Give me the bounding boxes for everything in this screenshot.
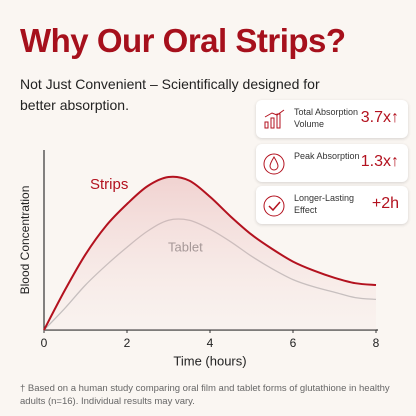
stat-card: Longer-Lasting Effect +2h bbox=[256, 186, 408, 224]
icon bbox=[264, 109, 285, 129]
title: Why Our Oral Strips? bbox=[20, 22, 346, 59]
x-tick-label: 6 bbox=[290, 336, 297, 350]
x-tick-label: 4 bbox=[207, 336, 214, 350]
series-line bbox=[43, 175, 377, 331]
footnote: † Based on a human study comparing oral … bbox=[20, 383, 390, 407]
stat-value: 1.3x↑ bbox=[360, 153, 399, 170]
y-axis-title: Blood Concentration bbox=[18, 186, 32, 295]
stat-card: Total Absorption Volume 3.7x↑ bbox=[256, 100, 408, 138]
x-tick-label: 8 bbox=[373, 336, 380, 350]
icon bbox=[263, 153, 285, 175]
stat-label: Total Absorption Volume bbox=[294, 107, 359, 129]
stat-card: Peak Absorption 1.3x↑ bbox=[256, 144, 408, 182]
stat-value: 3.7x↑ bbox=[360, 109, 399, 126]
icon bbox=[263, 195, 285, 217]
x-tick-label: 2 bbox=[124, 336, 131, 350]
subtitle: Not Just Convenient – Scientifically des… bbox=[20, 76, 320, 113]
stat-label: Longer-Lasting Effect bbox=[294, 193, 355, 215]
stat-label: Peak Absorption bbox=[294, 151, 360, 161]
strips-area bbox=[44, 176, 376, 330]
x-tick-label: 0 bbox=[41, 336, 48, 350]
x-axis-title: Time (hours) bbox=[173, 353, 246, 368]
series-label: Strips bbox=[90, 176, 128, 193]
stat-value: +2h bbox=[371, 195, 399, 212]
